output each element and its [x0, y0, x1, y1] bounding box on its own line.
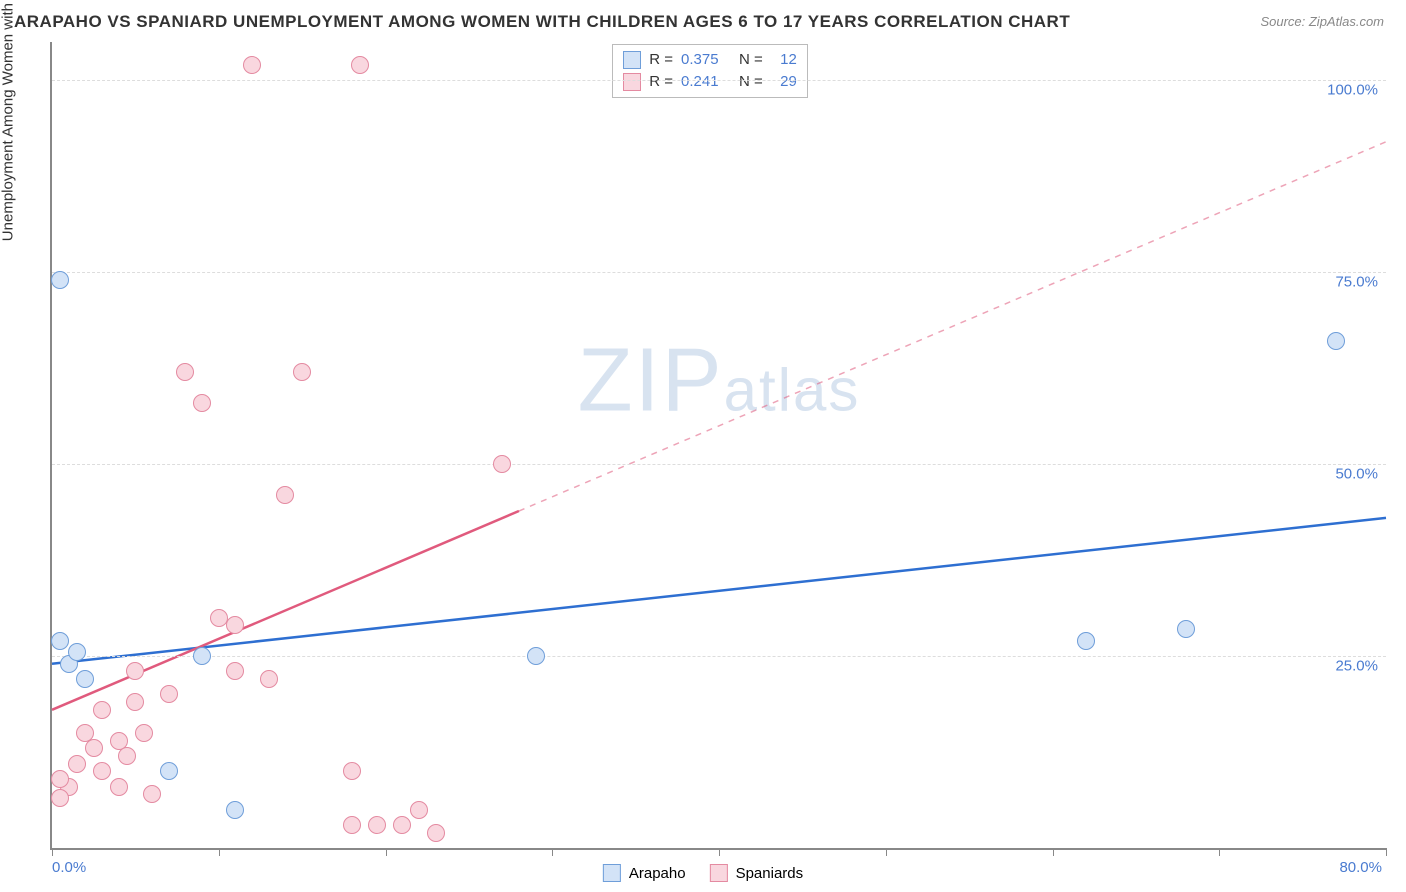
- data-point: [226, 616, 244, 634]
- y-tick-label: 75.0%: [1335, 274, 1378, 291]
- legend-item: Arapaho: [603, 864, 686, 882]
- data-point: [243, 56, 261, 74]
- x-tick: [219, 848, 220, 856]
- x-tick: [1219, 848, 1220, 856]
- data-point: [110, 778, 128, 796]
- x-tick-label-max: 80.0%: [1339, 859, 1382, 876]
- y-tick-label: 50.0%: [1335, 466, 1378, 483]
- data-point: [1327, 332, 1345, 350]
- data-point: [68, 643, 86, 661]
- gridline-h: [52, 80, 1386, 81]
- data-point: [343, 762, 361, 780]
- data-point: [93, 701, 111, 719]
- x-tick: [719, 848, 720, 856]
- data-point: [51, 271, 69, 289]
- data-point: [226, 662, 244, 680]
- data-point: [193, 647, 211, 665]
- data-point: [160, 685, 178, 703]
- stat-n-value: 29: [771, 71, 797, 93]
- data-point: [118, 747, 136, 765]
- data-point: [343, 816, 361, 834]
- data-point: [276, 486, 294, 504]
- data-point: [68, 755, 86, 773]
- data-point: [1177, 620, 1195, 638]
- stat-n-value: 12: [771, 49, 797, 71]
- legend-label: Arapaho: [629, 865, 686, 882]
- data-point: [193, 394, 211, 412]
- gridline-h: [52, 272, 1386, 273]
- legend-swatch: [603, 864, 621, 882]
- gridline-h: [52, 464, 1386, 465]
- stat-r-label: R =: [649, 49, 673, 71]
- stats-row: R = 0.375 N = 12: [623, 49, 797, 71]
- plot-area: ZIPatlas R = 0.375 N = 12 R = 0.241 N = 29 25.0…: [50, 42, 1386, 850]
- data-point: [126, 693, 144, 711]
- stat-n-label: N =: [739, 49, 763, 71]
- data-point: [293, 363, 311, 381]
- data-point: [351, 56, 369, 74]
- data-point: [160, 762, 178, 780]
- data-point: [85, 739, 103, 757]
- x-tick-label-min: 0.0%: [52, 859, 86, 876]
- x-tick: [1053, 848, 1054, 856]
- legend-item: Spaniards: [710, 864, 804, 882]
- stat-r-value: 0.241: [681, 71, 731, 93]
- stat-r-value: 0.375: [681, 49, 731, 71]
- data-point: [427, 824, 445, 842]
- data-point: [260, 670, 278, 688]
- data-point: [51, 632, 69, 650]
- stats-row: R = 0.241 N = 29: [623, 71, 797, 93]
- legend-label: Spaniards: [736, 865, 804, 882]
- x-tick: [1386, 848, 1387, 856]
- data-point: [1077, 632, 1095, 650]
- legend-swatch: [710, 864, 728, 882]
- stat-n-label: N =: [739, 71, 763, 93]
- data-point: [410, 801, 428, 819]
- x-tick: [886, 848, 887, 856]
- data-point: [143, 785, 161, 803]
- y-axis-label: Unemployment Among Women with Children A…: [0, 0, 17, 241]
- data-point: [527, 647, 545, 665]
- data-point: [393, 816, 411, 834]
- data-point: [51, 789, 69, 807]
- data-point: [93, 762, 111, 780]
- data-point: [135, 724, 153, 742]
- source-label: Source: ZipAtlas.com: [1260, 14, 1384, 29]
- chart-title: ARAPAHO VS SPANIARD UNEMPLOYMENT AMONG W…: [14, 12, 1070, 32]
- data-point: [176, 363, 194, 381]
- y-tick-label: 25.0%: [1335, 658, 1378, 675]
- y-tick-label: 100.0%: [1327, 82, 1378, 99]
- data-point: [493, 455, 511, 473]
- x-tick: [552, 848, 553, 856]
- data-point: [51, 770, 69, 788]
- x-tick: [52, 848, 53, 856]
- legend-swatch: [623, 73, 641, 91]
- data-point: [368, 816, 386, 834]
- x-tick: [386, 848, 387, 856]
- data-point: [126, 662, 144, 680]
- stats-legend-box: R = 0.375 N = 12 R = 0.241 N = 29: [612, 44, 808, 98]
- watermark: ZIPatlas: [578, 329, 861, 432]
- stat-r-label: R =: [649, 71, 673, 93]
- data-point: [210, 609, 228, 627]
- gridline-h: [52, 656, 1386, 657]
- legend-bottom: Arapaho Spaniards: [603, 864, 803, 882]
- data-point: [76, 670, 94, 688]
- legend-swatch: [623, 51, 641, 69]
- data-point: [226, 801, 244, 819]
- trend-lines: [52, 42, 1386, 848]
